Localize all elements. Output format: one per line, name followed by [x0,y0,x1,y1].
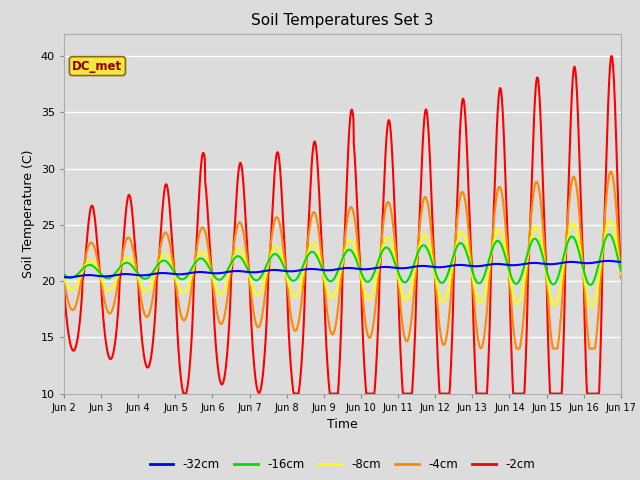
X-axis label: Time: Time [327,418,358,431]
Text: DC_met: DC_met [72,60,122,72]
Legend: -32cm, -16cm, -8cm, -4cm, -2cm: -32cm, -16cm, -8cm, -4cm, -2cm [145,454,540,476]
Y-axis label: Soil Temperature (C): Soil Temperature (C) [22,149,35,278]
Title: Soil Temperatures Set 3: Soil Temperatures Set 3 [251,13,434,28]
